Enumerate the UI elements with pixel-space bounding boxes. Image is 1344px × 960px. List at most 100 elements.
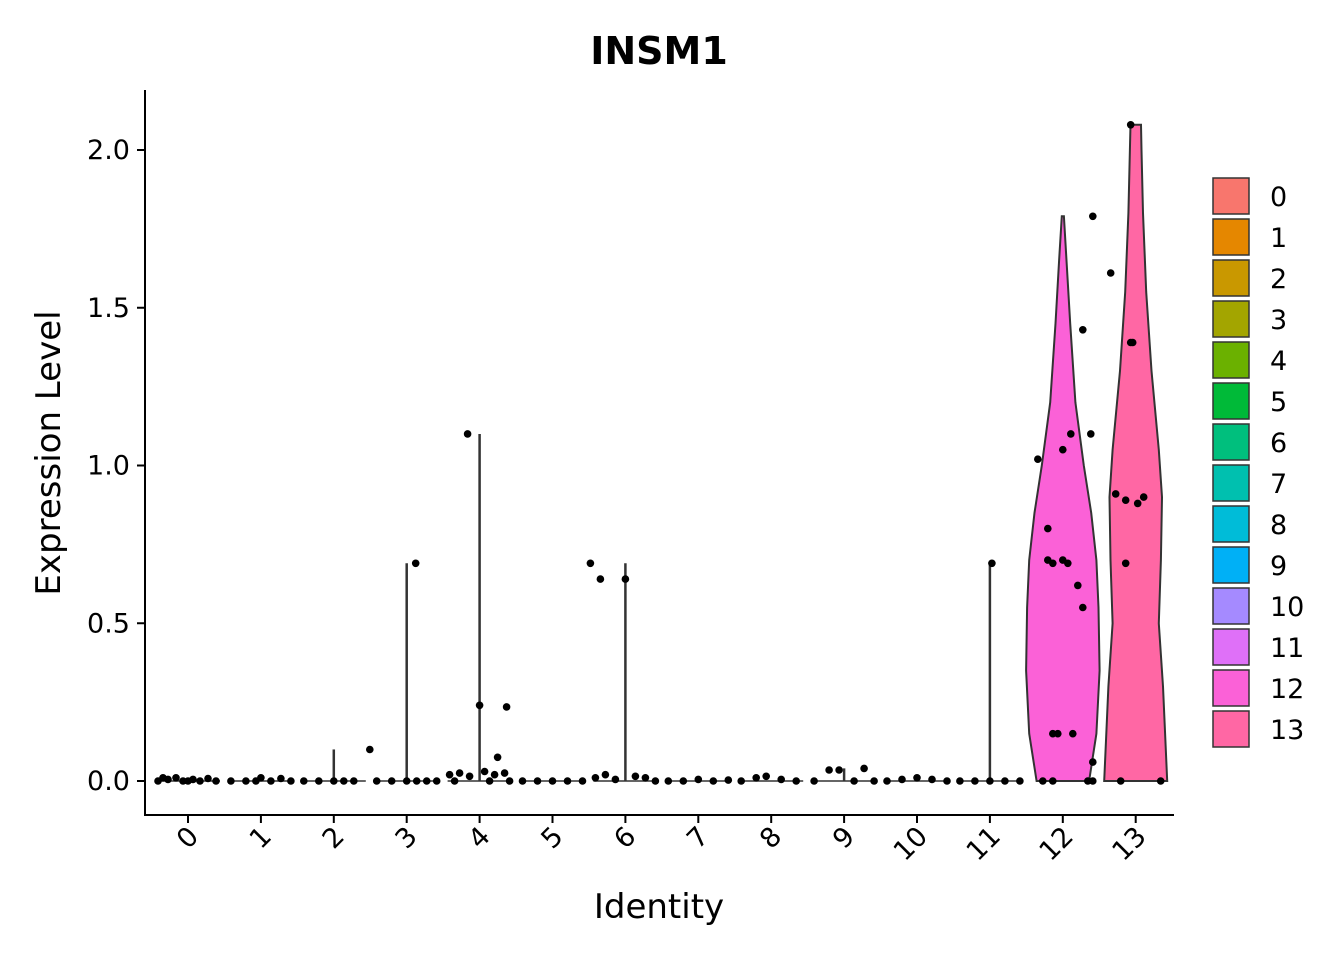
point-1-3 [267, 777, 275, 785]
point-12-16 [1089, 758, 1097, 766]
point-3-0 [372, 777, 381, 785]
point-3-6 [411, 559, 420, 568]
point-4-8 [490, 770, 499, 779]
legend-swatch-7 [1212, 464, 1250, 502]
point-0-5 [196, 777, 204, 785]
legend-label-9: 9 [1270, 551, 1287, 582]
legend-label-7: 7 [1270, 469, 1287, 500]
point-7-4 [724, 776, 733, 784]
legend-swatch-1 [1212, 218, 1250, 256]
point-13-10 [1156, 777, 1165, 785]
legend-label-11: 11 [1270, 633, 1304, 664]
point-4-2 [493, 753, 502, 762]
point-3-1 [387, 777, 396, 785]
point-5-2 [548, 777, 557, 785]
point-3-3 [412, 777, 421, 785]
point-13-4 [1111, 490, 1120, 498]
point-8-0 [737, 777, 745, 785]
point-6-3 [591, 774, 600, 782]
x-tick-label-5: 5 [535, 821, 569, 855]
x-tick-label-3: 3 [390, 821, 424, 855]
x-tick-label-12: 12 [1034, 821, 1080, 867]
point-2-0 [300, 777, 308, 785]
y-tick-label-4: 2.0 [87, 135, 130, 166]
point-12-2 [1067, 430, 1075, 438]
x-tick-label-9: 9 [827, 821, 861, 855]
point-12-1 [1079, 326, 1087, 334]
point-8-4 [792, 777, 800, 785]
legend-swatch-5 [1212, 382, 1250, 420]
point-10-4 [943, 777, 951, 785]
point-1-0 [227, 777, 235, 785]
point-12-12 [1079, 603, 1087, 612]
point-9-5 [870, 777, 878, 785]
legend-label-13: 13 [1270, 715, 1304, 746]
point-6-6 [631, 772, 640, 781]
point-4-11 [450, 777, 459, 785]
point-12-10 [1064, 559, 1072, 568]
point-0-9 [184, 777, 192, 785]
point-6-4 [601, 770, 610, 779]
point-3-4 [422, 777, 431, 785]
point-0-6 [204, 774, 212, 783]
point-2-5 [366, 745, 374, 754]
point-10-0 [883, 777, 891, 785]
point-6-7 [641, 774, 650, 782]
point-1-4 [277, 774, 285, 783]
point-3-5 [432, 777, 441, 785]
x-tick-label-10: 10 [888, 821, 934, 867]
point-12-11 [1074, 581, 1082, 590]
point-4-3 [475, 701, 484, 710]
legend-swatch-13 [1212, 710, 1250, 748]
point-12-0 [1089, 212, 1097, 221]
point-13-6 [1133, 499, 1142, 508]
x-axis-ticks: 0 1 2 3 4 5 6 7 8 9 10 11 12 13 [171, 815, 1153, 867]
point-12-4 [1059, 445, 1067, 454]
point-4-4 [445, 770, 454, 779]
point-1-6 [252, 777, 260, 785]
point-5-4 [578, 777, 587, 785]
x-tick-label-4: 4 [462, 821, 496, 855]
point-12-17 [1039, 777, 1047, 785]
point-4-1 [502, 703, 511, 711]
legend-swatch-0 [1212, 177, 1250, 215]
legend-label-5: 5 [1270, 387, 1287, 418]
legend-label-1: 1 [1270, 223, 1287, 254]
point-6-2 [621, 575, 630, 583]
point-4-5 [455, 769, 464, 777]
point-8-2 [762, 772, 770, 781]
point-5-3 [563, 777, 572, 785]
point-12-3 [1087, 430, 1095, 438]
x-tick-label-7: 7 [681, 821, 715, 855]
legend-swatch-6 [1212, 423, 1250, 461]
point-7-0 [664, 777, 673, 785]
legend-label-6: 6 [1270, 428, 1287, 459]
point-13-5 [1121, 496, 1130, 505]
point-4-6 [465, 772, 474, 781]
legend-label-12: 12 [1270, 674, 1304, 705]
point-7-2 [694, 775, 703, 784]
legend-swatch-4 [1212, 341, 1250, 379]
point-13-9 [1116, 777, 1125, 785]
point-13-1 [1106, 269, 1115, 277]
y-tick-label-0: 0.0 [87, 766, 130, 797]
point-12-20 [1089, 777, 1097, 785]
point-12-15 [1069, 729, 1077, 738]
point-12-18 [1049, 777, 1057, 785]
legend-swatch-12 [1212, 669, 1250, 707]
x-tick-label-8: 8 [754, 821, 788, 855]
point-0-2 [172, 774, 180, 782]
plot-area [154, 121, 1169, 785]
point-9-1 [825, 766, 833, 774]
point-13-0 [1126, 121, 1135, 129]
point-13-8 [1121, 559, 1130, 568]
point-8-1 [752, 774, 760, 782]
point-11-5 [1016, 777, 1024, 785]
point-11-0 [988, 559, 996, 568]
point-6-1 [596, 575, 605, 583]
legend-swatch-3 [1212, 300, 1250, 338]
legend-label-8: 8 [1270, 510, 1287, 541]
point-10-3 [928, 775, 936, 784]
y-axis-ticks: 0.0 0.5 1.0 1.5 2.0 [87, 135, 145, 797]
y-tick-label-1: 0.5 [87, 608, 130, 639]
